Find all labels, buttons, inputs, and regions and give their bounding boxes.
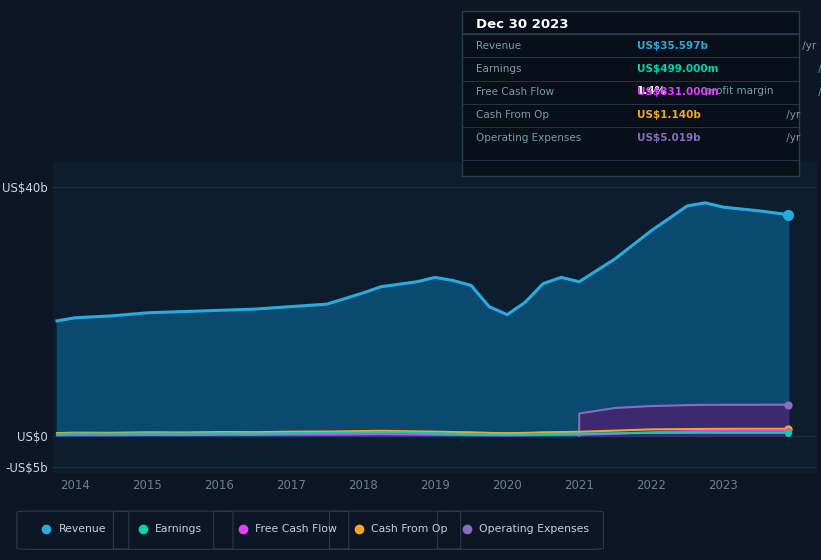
- Text: Revenue: Revenue: [475, 41, 521, 51]
- Text: Cash From Op: Cash From Op: [371, 524, 447, 534]
- Text: /yr: /yr: [782, 133, 800, 143]
- Text: Operating Expenses: Operating Expenses: [475, 133, 581, 143]
- Text: /yr: /yr: [799, 41, 816, 51]
- Text: US$35.597b: US$35.597b: [637, 41, 709, 51]
- Text: US$499.000m: US$499.000m: [637, 64, 718, 74]
- Text: Cash From Op: Cash From Op: [475, 110, 548, 120]
- Text: /yr: /yr: [815, 64, 821, 74]
- Text: US$5.019b: US$5.019b: [637, 133, 701, 143]
- Text: Earnings: Earnings: [155, 524, 202, 534]
- Text: Earnings: Earnings: [475, 64, 521, 74]
- Text: US$831.000m: US$831.000m: [637, 87, 719, 97]
- Text: Free Cash Flow: Free Cash Flow: [475, 87, 554, 97]
- Text: Revenue: Revenue: [58, 524, 106, 534]
- Text: US$1.140b: US$1.140b: [637, 110, 701, 120]
- Text: Free Cash Flow: Free Cash Flow: [255, 524, 337, 534]
- Text: profit margin: profit margin: [702, 86, 773, 96]
- Text: 1.4%: 1.4%: [637, 86, 667, 96]
- Text: /yr: /yr: [782, 110, 800, 120]
- Text: Dec 30 2023: Dec 30 2023: [475, 18, 568, 31]
- Text: /yr: /yr: [815, 87, 821, 97]
- Text: Operating Expenses: Operating Expenses: [479, 524, 589, 534]
